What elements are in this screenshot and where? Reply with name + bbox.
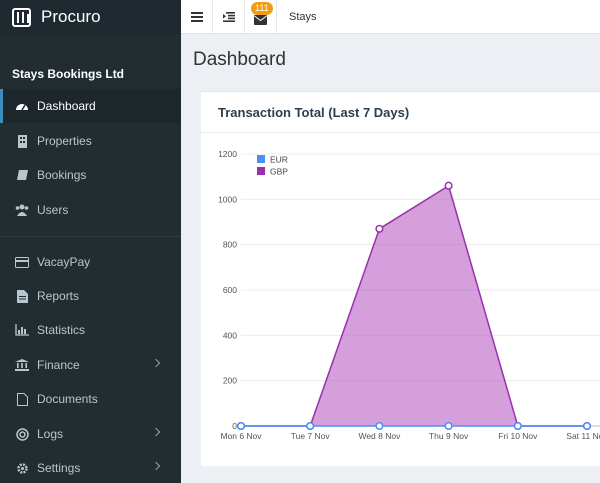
legend-label: EUR — [270, 155, 288, 165]
chevron-right-icon — [151, 461, 161, 471]
series-area-gbp — [241, 185, 587, 426]
x-tick-label: Tue 7 Nov — [291, 431, 331, 441]
sidebar-item-label: Statistics — [37, 323, 86, 337]
card-divider — [201, 132, 600, 133]
sidebar-item-label: Dashboard — [37, 99, 96, 113]
sidebar-item-label: Bookings — [37, 168, 87, 182]
y-tick-label: 600 — [223, 285, 237, 295]
book-icon — [15, 168, 29, 182]
hamburger-icon — [190, 11, 203, 22]
data-point-eur — [236, 421, 246, 431]
x-tick-label: Sat 11 Nov — [566, 431, 600, 441]
card-title: Transaction Total (Last 7 Days) — [218, 105, 410, 120]
data-point-gbp — [375, 224, 384, 233]
messages-button[interactable]: 111 — [245, 0, 277, 33]
sidebar-item-label: Logs — [37, 427, 64, 441]
procuro-logo-icon — [12, 7, 31, 27]
credit-card-icon — [15, 255, 29, 269]
indent-icon — [222, 11, 235, 22]
sidebar-item-label: Settings — [37, 461, 81, 475]
sidebar-item-label: Properties — [37, 134, 92, 148]
data-point-eur — [513, 421, 522, 431]
page-title: Dashboard — [193, 49, 286, 70]
envelope-icon — [254, 14, 267, 25]
sidebar-toggle-button[interactable] — [181, 0, 213, 33]
x-tick-label: Thu 9 Nov — [429, 431, 469, 441]
x-tick-label: Mon 6 Nov — [220, 431, 262, 441]
sidebar-item-bookings[interactable]: Bookings — [0, 158, 181, 192]
sidebar-item-label: Reports — [37, 289, 80, 303]
transaction-card: Transaction Total (Last 7 Days) 0 200 400 6… — [201, 91, 600, 466]
sidebar-item-users[interactable]: Users — [0, 193, 181, 227]
brand[interactable]: Procuro — [0, 0, 181, 34]
top-navbar: 111 Stays — [181, 0, 600, 34]
legend-swatch — [257, 155, 265, 163]
sidebar-item-documents[interactable]: Documents — [0, 382, 181, 416]
sidebar-item-vacaypay[interactable]: VacayPay — [0, 245, 181, 279]
data-point-eur — [582, 421, 592, 431]
y-tick-label: 200 — [223, 376, 237, 386]
bank-icon — [15, 358, 29, 372]
y-tick-label: 400 — [223, 330, 237, 340]
legend-label: GBP — [270, 167, 288, 177]
brand-name: Procuro — [41, 7, 101, 26]
data-point-eur — [306, 421, 315, 431]
x-tick-label: Wed 8 Nov — [358, 431, 401, 441]
data-point-gbp — [444, 181, 453, 190]
sidebar-item-statistics[interactable]: Statistics — [0, 313, 181, 347]
data-point-eur — [444, 421, 453, 431]
users-icon — [15, 203, 29, 217]
y-tick-label: 1200 — [218, 149, 237, 159]
y-tick-label: 1000 — [218, 194, 237, 204]
account-name: Stays Bookings Ltd — [12, 67, 125, 81]
legend-swatch — [257, 167, 265, 175]
bar-chart-icon — [15, 323, 29, 337]
chevron-right-icon — [151, 358, 161, 368]
sidebar-item-label: Users — [37, 203, 69, 217]
stays-link[interactable]: Stays — [289, 10, 317, 23]
life-ring-icon — [15, 427, 29, 441]
sidebar-divider — [0, 236, 181, 237]
transaction-chart: 0 200 400 600 800 1000 1200 Mon 6 Nov Tue 7 Nov W… — [218, 149, 600, 441]
sidebar-item-settings[interactable]: Settings — [0, 451, 181, 483]
sidebar-item-reports[interactable]: Reports — [0, 279, 181, 313]
sidebar-item-label: Finance — [37, 358, 80, 372]
file-icon — [15, 289, 29, 303]
x-tick-label: Fri 10 Nov — [498, 431, 538, 441]
sidebar-item-logs[interactable]: Logs — [0, 417, 181, 451]
y-tick-label: 800 — [223, 240, 237, 250]
document-icon — [15, 392, 29, 406]
sidebar-item-label: VacayPay — [37, 255, 91, 269]
sidebar-item-properties[interactable]: Properties — [0, 124, 181, 158]
dashboard-icon — [15, 99, 29, 113]
messages-count-badge: 111 — [251, 2, 273, 15]
data-point-eur — [375, 421, 384, 431]
chevron-right-icon — [151, 427, 161, 437]
y-tick-label: 0 — [232, 421, 237, 431]
sidebar-item-finance[interactable]: Finance — [0, 348, 181, 382]
sidebar: Procuro Stays Bookings Ltd Dashboard Pro… — [0, 0, 181, 483]
gear-icon — [15, 461, 29, 475]
sidebar-item-label: Documents — [37, 392, 98, 406]
building-icon — [15, 134, 29, 148]
sidebar-item-dashboard[interactable]: Dashboard — [0, 89, 181, 123]
indent-toggle-button[interactable] — [213, 0, 245, 33]
